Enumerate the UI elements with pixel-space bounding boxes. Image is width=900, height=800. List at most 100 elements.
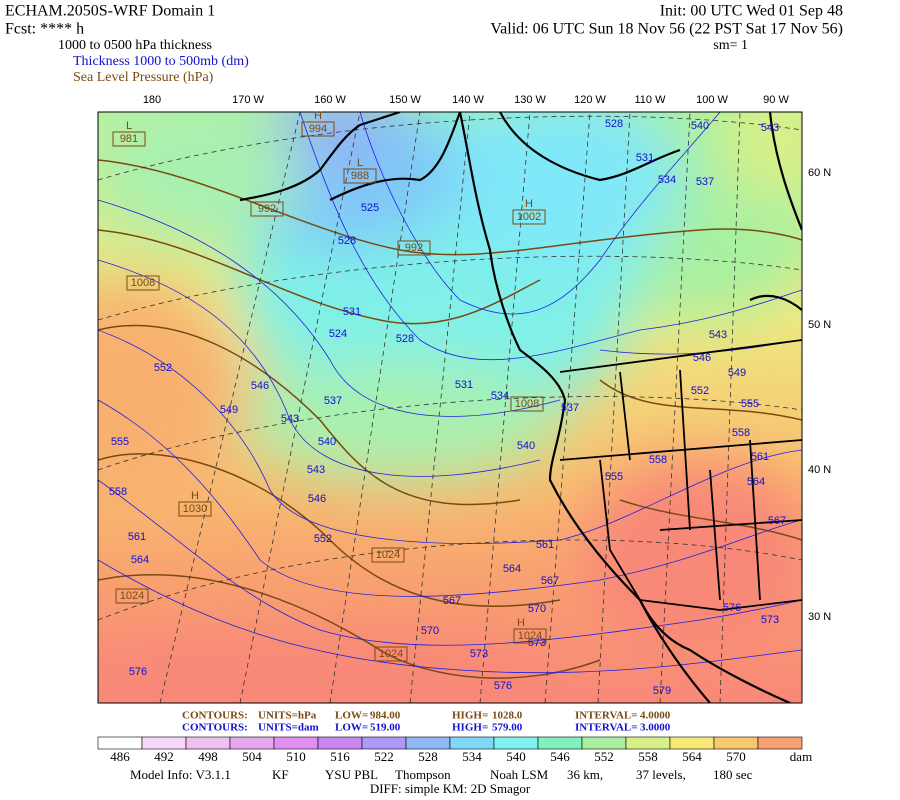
thickness-label: 531: [455, 379, 473, 391]
thickness-label: 576: [723, 602, 741, 614]
colorbar-box: [449, 736, 495, 750]
pressure-label-box: [178, 501, 212, 517]
pressure-label-box: [371, 547, 405, 563]
contour-info: CONTOURS:: [182, 722, 248, 734]
init-time: Init: 00 UTC Wed 01 Sep 48: [660, 3, 843, 20]
pressure-label-box: [374, 646, 408, 662]
thickness-label: 543: [709, 329, 727, 341]
colorbar-label: 546: [550, 749, 570, 764]
pressure-legend: Sea Level Pressure (hPa): [73, 70, 214, 85]
pressure-label-box: [513, 628, 547, 644]
thickness-label: 528: [605, 118, 623, 130]
contour-info: INTERVAL=: [575, 710, 638, 722]
colorbar-box: [185, 736, 231, 750]
contour-info: 4.0000: [640, 710, 671, 722]
colorbar-box: [405, 736, 451, 750]
thickness-label: 567: [768, 515, 786, 527]
thickness-label: 552: [314, 533, 332, 545]
colorbar-unit: dam: [790, 749, 812, 764]
high-low-marker: H: [191, 490, 199, 502]
pressure-label: 988: [351, 170, 369, 182]
thickness-label: 561: [536, 539, 554, 551]
colorbar-label: 504: [242, 749, 262, 764]
contour-info: 1028.0: [492, 710, 523, 722]
pressure-label-box: [343, 168, 377, 184]
model-info: YSU PBL: [325, 767, 378, 782]
thickness-label: 570: [528, 603, 546, 615]
contour-info: UNITS=hPa: [258, 710, 317, 722]
thickness-label: 561: [128, 531, 146, 543]
pressure-label-box: [510, 396, 544, 412]
contour-info: 519.00: [370, 722, 401, 734]
colorbar-box: [493, 736, 539, 750]
pressure-label: 981: [120, 133, 138, 145]
colorbar-box: [273, 736, 319, 750]
model-info: KF: [272, 767, 289, 782]
thickness-label: 546: [693, 352, 711, 364]
longitude-label: 160 W: [314, 94, 346, 106]
pressure-label: 1024: [376, 549, 400, 561]
longitude-label: 90 W: [763, 94, 789, 106]
colorbar-box: [361, 736, 407, 750]
thickness-label: 579: [653, 685, 671, 697]
contour-info: UNITS=dam: [258, 722, 319, 734]
pressure-label-box: [115, 588, 149, 604]
thickness-label: 558: [109, 486, 127, 498]
map-frame: [97, 111, 803, 704]
colorbar-box: [97, 736, 143, 750]
thickness-label: 573: [761, 614, 779, 626]
thickness-label: 534: [491, 390, 509, 402]
thickness-label: 561: [751, 451, 769, 463]
thickness-label: 576: [129, 666, 147, 678]
valid-time: Valid: 06 UTC Sun 18 Nov 56 (22 PST Sat …: [490, 21, 843, 38]
thickness-label: 570: [421, 625, 439, 637]
colorbar-label: 498: [198, 749, 218, 764]
colorbar-box: [229, 736, 275, 750]
map-field: [98, 112, 802, 703]
longitude-label: 140 W: [452, 94, 484, 106]
contour-info: HIGH=: [452, 722, 488, 734]
longitude-label: 180: [143, 94, 161, 106]
high-low-marker: H: [314, 110, 322, 122]
model-info: Thompson: [395, 767, 451, 782]
colorbar-box: [757, 736, 803, 750]
thickness-label: 549: [728, 367, 746, 379]
colorbar-box: [669, 736, 715, 750]
thickness-label: 555: [111, 436, 129, 448]
pressure-label: 1030: [183, 503, 207, 515]
colorbar-box: [537, 736, 583, 750]
model-info: Model Info: V3.1.1: [130, 767, 231, 782]
pressure-label: 1024: [518, 630, 542, 642]
field: 1000 to 0500 hPa thickness: [58, 38, 212, 53]
thickness-label: 549: [220, 404, 238, 416]
contour-info: 3.0000: [640, 722, 671, 734]
thickness-label: 555: [741, 398, 759, 410]
pressure-label: 1024: [120, 590, 144, 602]
thickness-label: 555: [605, 471, 623, 483]
latitude-label: 50 N: [808, 319, 831, 331]
thickness-label: 528: [338, 235, 356, 247]
thickness-label: 546: [251, 380, 269, 392]
colorbar-label: 570: [726, 749, 746, 764]
high-low-marker: L: [126, 120, 132, 132]
contour-info: LOW=: [335, 722, 368, 734]
thickness-label: 537: [561, 402, 579, 414]
pressure-label-box: [112, 131, 146, 147]
longitude-label: 150 W: [389, 94, 421, 106]
pressure-label-box: [250, 201, 284, 217]
model-info: Noah LSM: [490, 767, 549, 782]
colorbar-label: 522: [374, 749, 394, 764]
thickness-label: 531: [636, 152, 654, 164]
thickness-label: 540: [691, 120, 709, 132]
colorbar-box: [625, 736, 671, 750]
thickness-label: 567: [541, 575, 559, 587]
pressure-label-box: [397, 240, 431, 256]
pressure-contours: [98, 159, 802, 679]
colorbar-box: [581, 736, 627, 750]
thickness-label: 543: [761, 122, 779, 134]
contour-info: INTERVAL=: [575, 722, 638, 734]
thickness-label: 543: [281, 413, 299, 425]
longitude-label: 110 W: [635, 94, 667, 106]
model-info: 36 km,: [567, 767, 603, 782]
pressure-label: 994: [309, 123, 327, 135]
